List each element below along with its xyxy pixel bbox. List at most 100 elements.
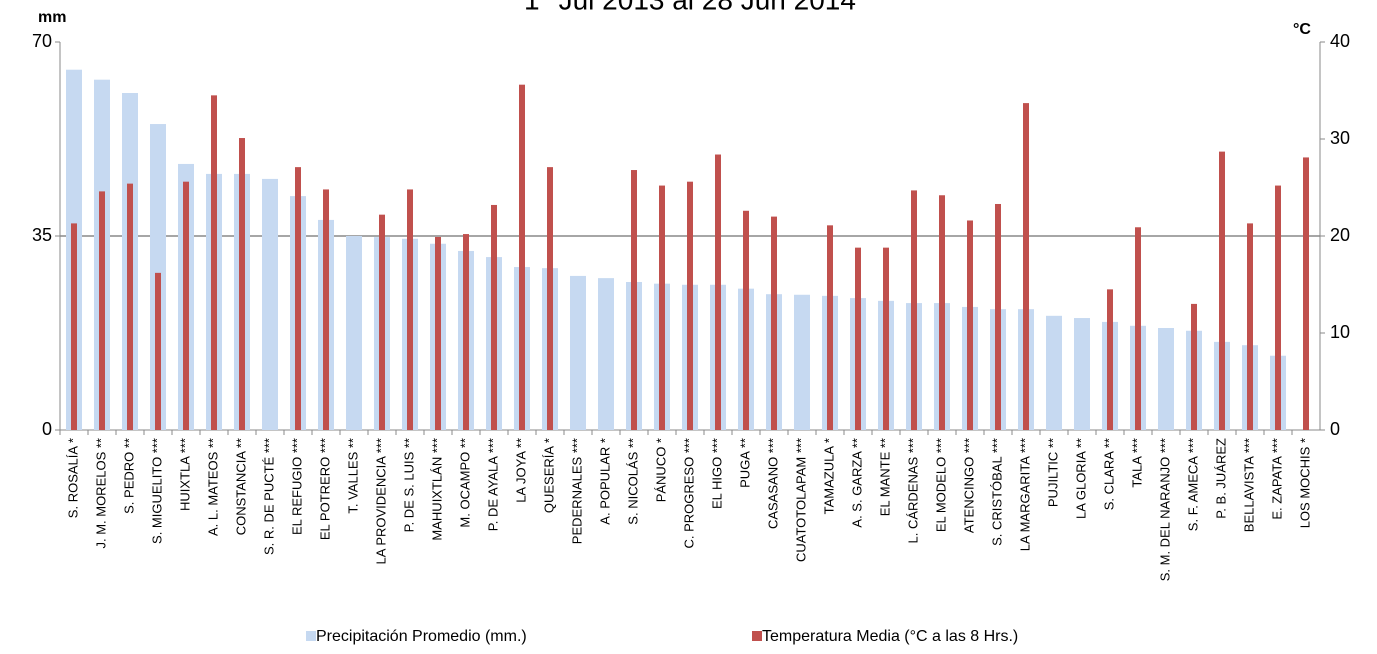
temperature-bar: [1275, 185, 1281, 430]
y2-tick-label: 0: [1330, 419, 1340, 439]
temperature-bar: [323, 189, 329, 430]
precipitation-bar: [1046, 315, 1062, 430]
temperature-bar: [995, 203, 1001, 430]
x-tick-label: S. F. AMECA ***: [1185, 438, 1200, 531]
legend-label: Precipitación Promedio (mm.): [316, 628, 527, 645]
temperature-bar: [435, 236, 441, 430]
temperature-bar: [379, 214, 385, 430]
x-tick-label: CUATOTOLAPAM ***: [793, 438, 808, 562]
x-tick-label: PUGA **: [737, 438, 752, 488]
temperature-bar: [1191, 303, 1197, 430]
x-tick-label: TALA ***: [1129, 438, 1144, 488]
x-tick-label: P. B. JUÁREZ: [1213, 438, 1228, 519]
x-tick-label: EL HIGO ***: [709, 438, 724, 509]
temperature-bar: [659, 185, 665, 430]
temperature-bar: [1303, 157, 1309, 430]
temperature-bar: [127, 183, 133, 430]
temperature-bar: [911, 190, 917, 430]
x-tick-label: LA JOYA **: [513, 438, 528, 503]
temperature-bar: [71, 223, 77, 430]
y-tick-label: 35: [32, 225, 52, 245]
y2-axis-label: °C: [1293, 21, 1311, 38]
x-tick-label: C. PROGRESO ***: [681, 438, 696, 549]
temperature-bar: [1135, 227, 1141, 430]
x-tick-label: EL MANTE **: [877, 438, 892, 516]
x-tick-label: S. ROSALÍA *: [65, 438, 80, 518]
y-axis-label: mm: [38, 9, 66, 26]
x-tick-label: L. CÁRDENAS ***: [905, 438, 920, 543]
x-tick-label: BELLAVISTA ***: [1241, 438, 1256, 532]
temperature-bar: [855, 247, 861, 430]
x-tick-label: E. ZAPATA ***: [1269, 438, 1284, 520]
x-tick-label: LOS MOCHIS *: [1297, 438, 1312, 528]
precipitation-bar: [794, 294, 810, 430]
temperature-bar: [463, 234, 469, 430]
x-tick-label: QUESERÍA *: [541, 438, 556, 513]
temperature-bar: [519, 84, 525, 431]
precipitation-bar: [346, 236, 362, 430]
x-tick-label: PUJILTIC **: [1045, 438, 1060, 507]
x-tick-label: MAHUIXTLÁN ***: [429, 438, 444, 541]
temperature-bar: [1247, 223, 1253, 430]
temperature-bar: [1219, 151, 1225, 431]
precipitation-bar: [570, 275, 586, 430]
x-tick-label: S. PEDRO **: [121, 438, 136, 514]
x-tick-label: TAMAZULA *: [821, 438, 836, 514]
x-tick-label: S. NICOLÁS **: [625, 438, 640, 525]
temperature-bar: [967, 220, 973, 430]
x-tick-label: ATENCINGO ***: [961, 438, 976, 533]
temperature-bar: [155, 272, 161, 430]
x-tick-label: S. MIGUELITO ***: [149, 438, 164, 544]
temperature-bar: [715, 154, 721, 430]
temperature-bar: [295, 167, 301, 430]
temperature-bar: [239, 138, 245, 430]
legend-swatch: [306, 631, 316, 641]
temperature-bar: [211, 95, 217, 430]
y2-tick-label: 40: [1330, 31, 1350, 51]
x-tick-label: LA MARGARITA ***: [1017, 438, 1032, 551]
x-tick-label: A. S. GARZA **: [849, 438, 864, 528]
temperature-bar: [827, 225, 833, 430]
temperature-bar: [771, 216, 777, 430]
legend-label: Temperatura Media (°C a las 8 Hrs.): [762, 628, 1018, 645]
temperature-bar: [547, 167, 553, 430]
temperature-bar: [1107, 289, 1113, 430]
temperature-bar: [687, 181, 693, 430]
y2-tick-label: 10: [1330, 322, 1350, 342]
x-tick-label: M. OCAMPO **: [457, 438, 472, 528]
precipitation-bar: [262, 178, 278, 430]
x-tick-label: EL POTRERO ***: [317, 438, 332, 540]
y-tick-label: 70: [32, 31, 52, 51]
x-tick-label: EL REFUGIO ***: [289, 438, 304, 535]
x-tick-label: J. M. MORELOS **: [93, 438, 108, 549]
x-tick-label: S. CLARA **: [1101, 438, 1116, 510]
x-tick-label: LA PROVIDENCIA ***: [373, 438, 388, 564]
x-tick-label: P. DE AYALA ***: [485, 438, 500, 531]
precipitation-bar: [1074, 318, 1090, 430]
x-tick-label: S. M. DEL NARANJO ***: [1157, 438, 1172, 581]
temperature-bar: [883, 247, 889, 430]
precipitation-bar: [598, 278, 614, 430]
x-tick-label: PEDERNALES ***: [569, 438, 584, 544]
x-tick-label: P. DE S. LUIS **: [401, 438, 416, 532]
x-tick-label: PÁNUCO *: [653, 438, 668, 502]
x-tick-label: EL MODELO ***: [933, 438, 948, 532]
x-tick-label: LA GLORIA **: [1073, 438, 1088, 519]
x-tick-label: CONSTANCIA **: [233, 438, 248, 535]
x-tick-label: S. CRISTÓBAL ***: [989, 438, 1004, 546]
precipitation-bar: [1158, 328, 1174, 430]
x-tick-label: A. POPULAR *: [597, 438, 612, 525]
temperature-bar: [939, 195, 945, 430]
temperature-bar: [183, 181, 189, 430]
y-tick-label: 0: [42, 419, 52, 439]
x-tick-label: T. VALLES **: [345, 438, 360, 514]
legend-swatch: [752, 631, 762, 641]
x-tick-label: HUIXTLA ***: [177, 438, 192, 511]
x-tick-label: CASASANO ***: [765, 438, 780, 529]
x-tick-label: A. L. MATEOS **: [205, 438, 220, 536]
temperature-bar: [99, 191, 105, 430]
y2-tick-label: 30: [1330, 128, 1350, 148]
y2-tick-label: 20: [1330, 225, 1350, 245]
temperature-bar: [743, 210, 749, 430]
